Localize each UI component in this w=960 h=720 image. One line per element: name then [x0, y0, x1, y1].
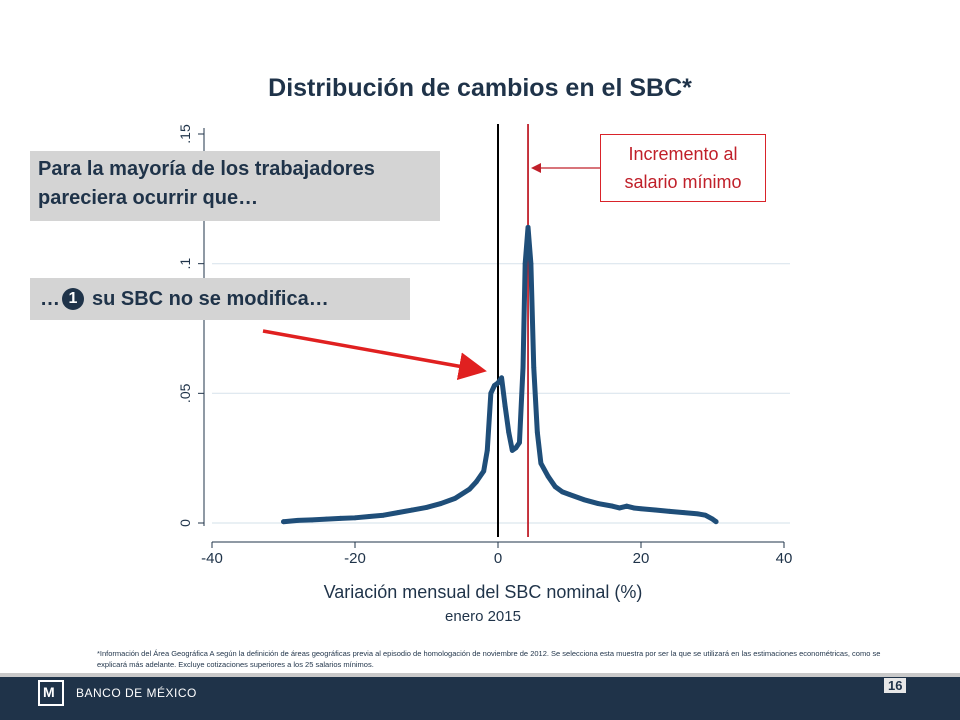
data-point	[281, 519, 286, 525]
x-tick-label: -40	[201, 550, 223, 567]
number-badge: 1	[62, 288, 84, 310]
data-point	[624, 503, 630, 509]
data-point	[695, 511, 701, 517]
chart-title: Distribución de cambios en el SBC*	[268, 74, 692, 102]
series-group	[281, 224, 719, 525]
data-point	[395, 510, 401, 516]
data-point	[552, 484, 558, 490]
footnote: *Información del Área Geográfica A según…	[97, 649, 881, 669]
grid-lines	[212, 263, 790, 524]
ticks: 0 .05 .1 .15 -40 -20 0 20 40	[177, 124, 792, 567]
data-point	[381, 512, 386, 518]
data-point	[520, 365, 526, 370]
data-point	[366, 514, 372, 519]
data-point	[531, 365, 537, 370]
data-point	[610, 503, 615, 509]
footer-band	[0, 673, 960, 677]
data-point	[502, 403, 508, 409]
data-point	[617, 505, 622, 511]
data-point	[338, 515, 344, 521]
data-point	[581, 497, 587, 503]
callout-prefix: …	[40, 288, 60, 310]
data-point	[525, 224, 531, 230]
y-tick-label: .1	[177, 258, 193, 270]
data-point	[352, 515, 358, 521]
data-point	[534, 429, 540, 435]
y-tick-label: .05	[177, 383, 193, 403]
data-point	[481, 468, 487, 474]
y-tick-label: 0	[177, 519, 193, 527]
data-point	[595, 501, 601, 506]
data-point	[710, 516, 715, 522]
x-tick-label: -20	[344, 550, 366, 567]
x-axis-label: Variación mensual del SBC nominal (%)	[323, 582, 643, 602]
data-point	[424, 505, 429, 510]
callout-point-text: su SBC no se modifica…	[92, 288, 329, 310]
data-point	[559, 489, 565, 495]
data-point	[567, 492, 572, 497]
data-point	[474, 479, 479, 484]
y-tick-label: .15	[177, 124, 193, 144]
data-point	[667, 508, 672, 514]
data-point	[409, 507, 415, 513]
data-point	[484, 447, 490, 453]
data-point	[638, 506, 644, 512]
data-point	[506, 429, 512, 435]
x-axis-sublabel: enero 2015	[445, 608, 521, 625]
data-point	[324, 516, 329, 522]
footer-bar	[0, 673, 960, 720]
data-point	[702, 512, 708, 518]
data-point	[652, 507, 658, 513]
data-point	[467, 486, 472, 492]
data-point	[522, 261, 528, 267]
bank-logo-icon: M	[38, 680, 64, 706]
data-point	[713, 519, 719, 525]
x-tick-label: 0	[494, 550, 502, 567]
minimum-wage-callout: Incremento al salario mínimo	[600, 134, 766, 202]
data-point	[499, 375, 504, 381]
data-point	[545, 473, 551, 479]
reference-lines	[497, 124, 529, 537]
callout-point-1: … 1 su SBC no se modifica…	[30, 278, 410, 320]
data-point	[452, 495, 458, 501]
data-point	[517, 440, 522, 446]
data-point	[538, 460, 544, 466]
arrow-to-zero-peak	[262, 329, 487, 381]
x-tick-label: 20	[633, 550, 650, 567]
annotation-arrows	[262, 163, 600, 381]
data-point	[309, 517, 315, 523]
data-point	[528, 261, 534, 267]
data-point	[513, 445, 519, 451]
data-point	[495, 380, 501, 386]
data-point	[492, 383, 497, 388]
data-point	[681, 510, 687, 516]
x-tick-label: 40	[776, 550, 793, 567]
data-point	[488, 390, 494, 396]
bank-name: BANCO DE MÉXICO	[76, 686, 197, 700]
data-point	[631, 505, 637, 511]
data-point	[509, 447, 515, 453]
series-line	[281, 224, 719, 525]
data-point	[295, 518, 301, 523]
page-number: 16	[884, 678, 907, 693]
callout-majority: Para la mayoría de los trabajadores pare…	[30, 151, 440, 221]
data-point	[438, 501, 444, 506]
